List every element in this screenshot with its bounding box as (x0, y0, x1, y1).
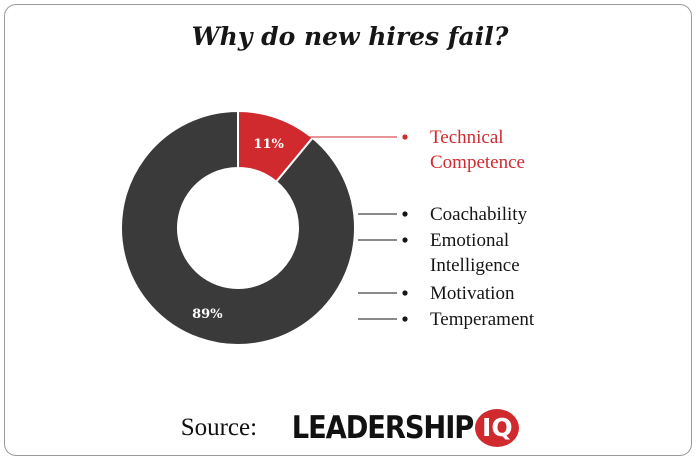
slice-value-label-1: 89% (192, 307, 223, 322)
legend-bullet (402, 316, 408, 322)
legend-bullet (402, 211, 408, 217)
legend-bullet (402, 290, 408, 296)
legend-label: Intelligence (430, 255, 520, 276)
donut-chart: 11% 89% Technical Competence Coachability Emo… (120, 109, 535, 346)
chart-title: Why do new hires fail? (191, 22, 509, 51)
donut-slice-1 (120, 109, 356, 346)
legend-label: Temperament (430, 309, 535, 330)
source-label: Source: (180, 414, 258, 441)
legend-label: Coachability (430, 204, 528, 225)
slice-value-label-0: 11% (253, 137, 284, 152)
leadership-iq-logo-word: LEADERSHIP (291, 410, 475, 446)
legend-label: Motivation (430, 283, 515, 304)
source-line: Source: LEADERSHIP IQ (0, 406, 700, 450)
leadership-iq-logo-badge: IQ (475, 409, 520, 447)
legend-bullet (402, 237, 408, 243)
legend-label: Emotional (430, 230, 509, 251)
legend-label: Technical (430, 127, 504, 148)
legend-bullet (402, 134, 408, 140)
legend-label: Competence (430, 152, 525, 173)
